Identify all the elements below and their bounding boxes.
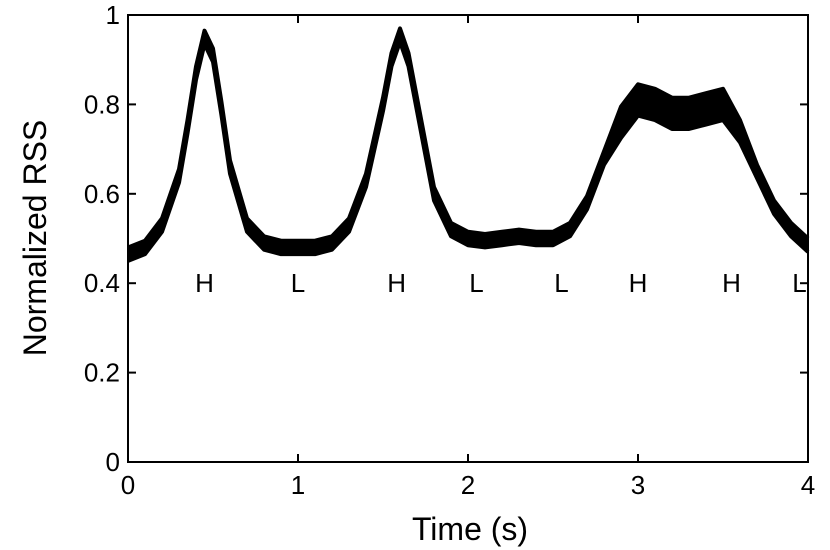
y-axis-label: Normalized RSS — [17, 120, 53, 357]
y-tick-label: 0.2 — [84, 358, 120, 388]
annotation: H — [629, 268, 648, 298]
y-tick-label: 0.4 — [84, 268, 120, 298]
band — [128, 28, 808, 261]
y-tick-label: 0.6 — [84, 179, 120, 209]
annotation: L — [554, 268, 568, 298]
line — [127, 26, 810, 250]
annotation: H — [195, 268, 214, 298]
x-tick-label: 0 — [121, 470, 135, 500]
line — [127, 39, 810, 263]
annotation: L — [469, 268, 483, 298]
x-tick-label: 3 — [631, 470, 645, 500]
annotation: H — [722, 268, 741, 298]
x-tick-label: 2 — [461, 470, 475, 500]
annotation: L — [792, 268, 806, 298]
x-tick-label: 4 — [801, 470, 815, 500]
y-tick-label: 0 — [106, 447, 120, 477]
annotation: L — [291, 268, 305, 298]
y-tick-label: 1 — [106, 0, 120, 30]
annotation: H — [387, 268, 406, 298]
x-axis-label: Time (s) — [412, 511, 528, 547]
x-tick-label: 1 — [291, 470, 305, 500]
y-tick-label: 0.8 — [84, 89, 120, 119]
